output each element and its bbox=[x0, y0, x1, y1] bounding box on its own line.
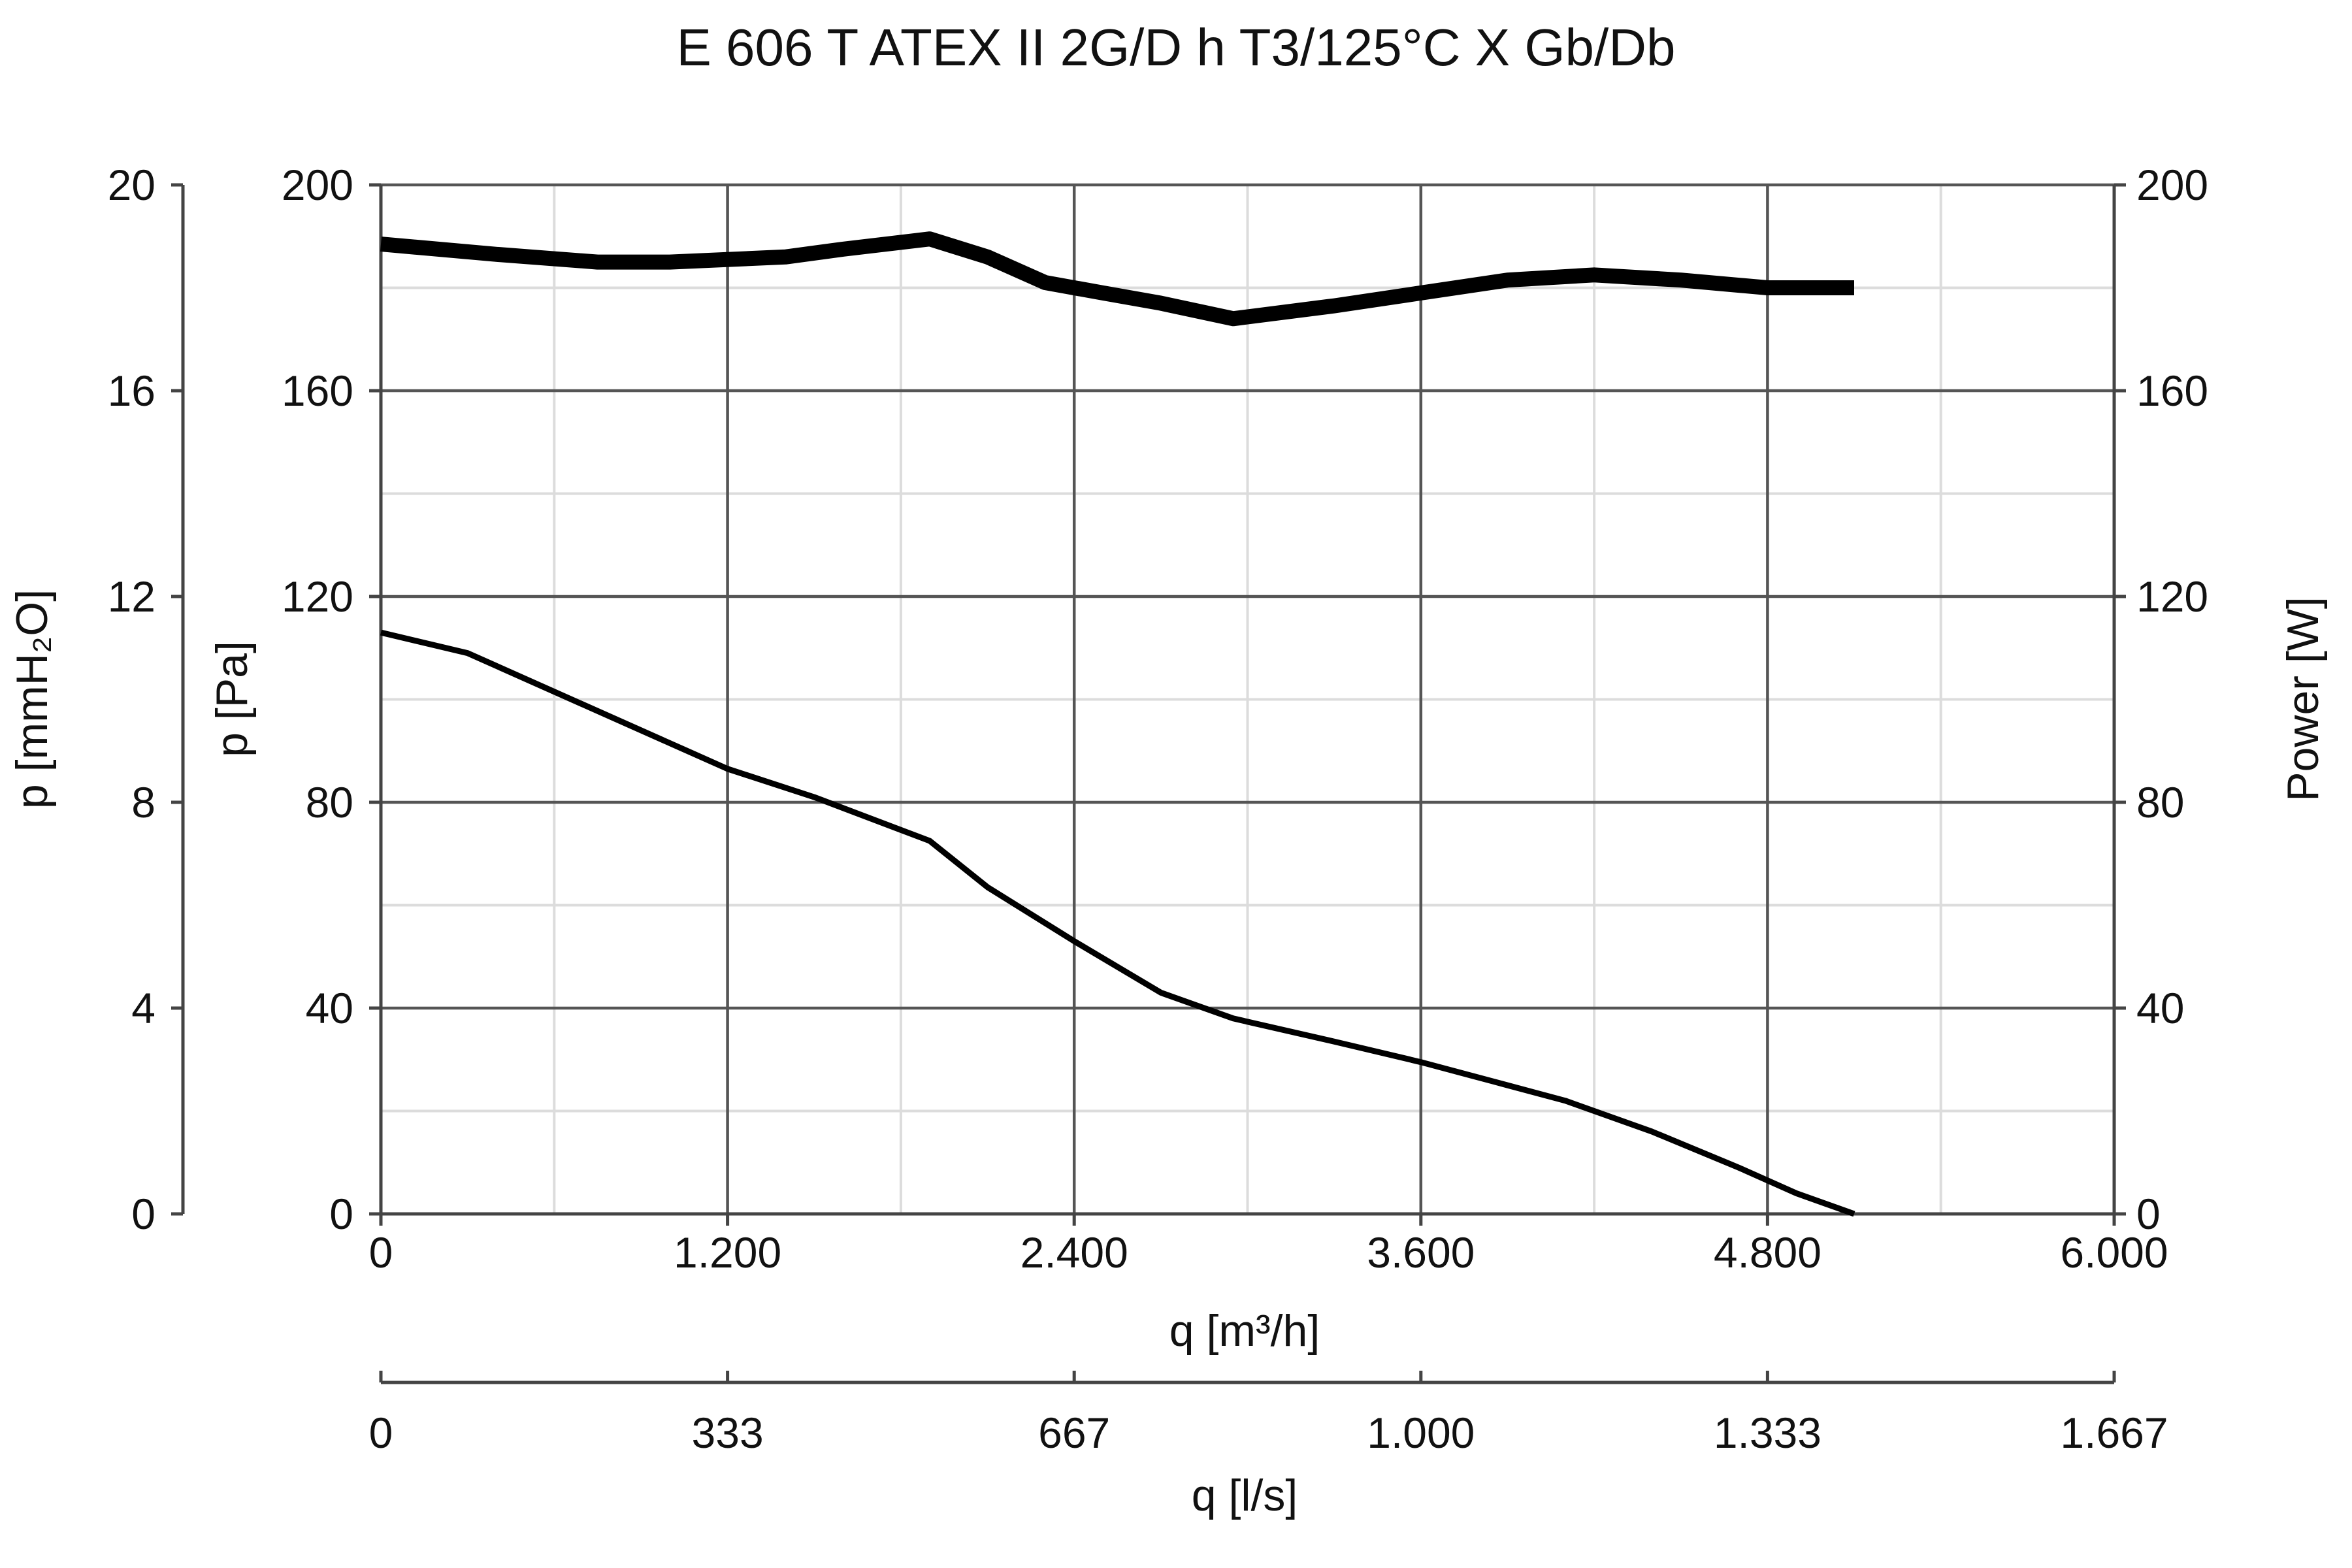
outer-y-tick-label: 20 bbox=[108, 161, 155, 209]
right-y-tick-label: 80 bbox=[2136, 778, 2184, 826]
right-y-tick-label: 0 bbox=[2136, 1190, 2161, 1238]
outer-y-tick-label: 4 bbox=[131, 984, 155, 1032]
x-tick-label: 6.000 bbox=[2060, 1228, 2168, 1277]
right-y-tick-label: 200 bbox=[2136, 161, 2208, 209]
x-axis-label: q [m³/h] bbox=[1169, 1306, 1320, 1356]
secondary-x-tick-label: 1.333 bbox=[1714, 1409, 1821, 1457]
secondary-x-tick-label: 0 bbox=[369, 1409, 393, 1457]
major-grid bbox=[381, 183, 2114, 1214]
outer-y-tick-label: 0 bbox=[131, 1190, 155, 1238]
series-layer bbox=[380, 231, 1855, 1217]
x-tick-label: 1.200 bbox=[674, 1228, 781, 1277]
pressure-curve-line bbox=[380, 629, 1855, 1217]
outer-y-tick-label: 12 bbox=[108, 572, 155, 621]
x-tick-label: 2.400 bbox=[1021, 1228, 1128, 1277]
right-y-axis-label: Power [W] bbox=[2278, 596, 2328, 802]
right-y-tick-label: 120 bbox=[2136, 572, 2208, 621]
outer-y-tick-label: 16 bbox=[108, 367, 155, 415]
outer-y-axis-label: p [mmH₂O] bbox=[7, 589, 57, 809]
right-y-tick-label: 160 bbox=[2136, 367, 2208, 415]
x-tick-label: 3.600 bbox=[1367, 1228, 1475, 1277]
x-tick-label: 4.800 bbox=[1714, 1228, 1821, 1277]
axis-ticks bbox=[171, 183, 2126, 1382]
secondary-x-tick-label: 1.667 bbox=[2060, 1409, 2168, 1457]
secondary-x-tick-label: 1.000 bbox=[1367, 1409, 1475, 1457]
chart-title: E 606 T ATEX II 2G/D h T3/125°C X Gb/Db bbox=[676, 18, 1675, 76]
y-axis-label: p [Pa] bbox=[207, 641, 257, 757]
secondary-x-axis-label: q [l/s] bbox=[1192, 1471, 1298, 1520]
y-tick-label: 40 bbox=[306, 984, 353, 1032]
y-tick-label: 160 bbox=[282, 367, 353, 415]
power-curve-line bbox=[380, 231, 1854, 327]
secondary-x-tick-label: 333 bbox=[692, 1409, 764, 1457]
x-tick-label: 0 bbox=[369, 1228, 393, 1277]
right-y-tick-label: 40 bbox=[2136, 984, 2184, 1032]
y-tick-label: 0 bbox=[329, 1190, 353, 1238]
outer-y-tick-label: 8 bbox=[131, 778, 155, 826]
y-tick-label: 200 bbox=[282, 161, 353, 209]
y-tick-label: 80 bbox=[306, 778, 353, 826]
secondary-x-tick-label: 667 bbox=[1038, 1409, 1110, 1457]
y-tick-label: 120 bbox=[282, 572, 353, 621]
